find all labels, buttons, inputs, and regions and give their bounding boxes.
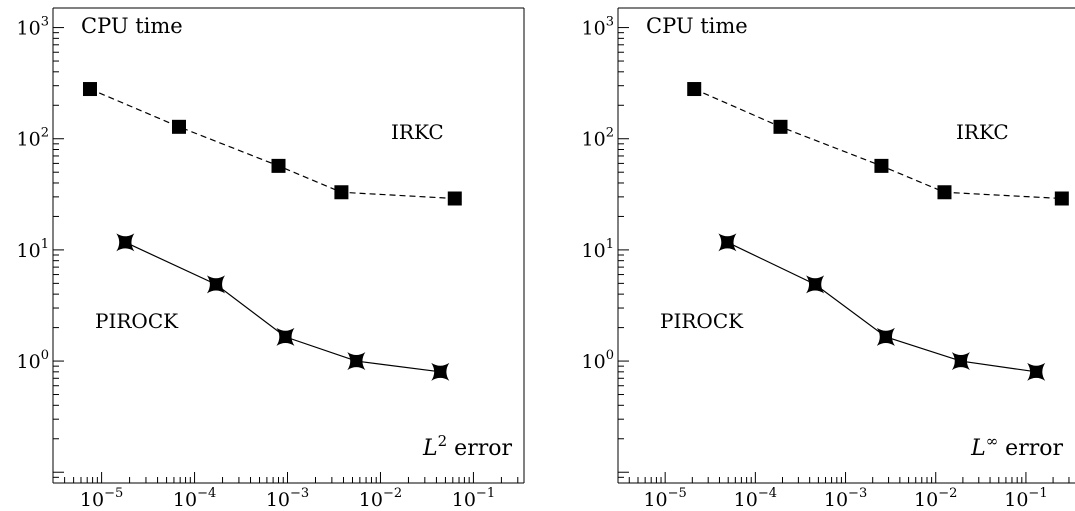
y-tick-label: 102 [582, 126, 614, 151]
star-marker [347, 352, 366, 371]
x-tick-label: 10−5 [80, 486, 123, 511]
star-marker [276, 327, 295, 346]
x-tick-label: 10−4 [173, 486, 216, 511]
plot-panel-1: 10−5 10−4 10−3 10−2 10−1 100 101 102 103 CPU time… [17, 7, 525, 511]
y-tick-label: 103 [582, 15, 614, 40]
square-marker [447, 191, 462, 206]
square-marker [773, 119, 788, 134]
y-tick-label: 102 [17, 126, 49, 151]
y-tick-label: 101 [17, 237, 49, 262]
star-marker [431, 362, 450, 381]
series-label-irkc: IRKC [956, 120, 1009, 144]
series-line-pirock [727, 241, 1037, 373]
corner-label: CPU time [81, 14, 183, 38]
y-tick-label: 100 [17, 348, 49, 373]
star-marker [806, 275, 825, 294]
star-marker [116, 233, 135, 252]
x-tick-label: 10−1 [452, 486, 495, 511]
square-marker [82, 82, 97, 97]
square-marker [334, 185, 349, 200]
y-tick-label: 103 [17, 15, 49, 40]
square-marker [271, 158, 286, 173]
star-marker [876, 327, 895, 346]
star-marker [951, 352, 970, 371]
x-tick-label: 10−3 [824, 486, 867, 511]
corner-label: CPU time [646, 14, 748, 38]
star-marker [1027, 362, 1046, 381]
plot-panel-2: 10−5 10−4 10−3 10−2 10−1 100 101 102 103 CPU time… [582, 7, 1075, 511]
x-axis-label: L∞ error [970, 432, 1063, 461]
square-marker [874, 158, 889, 173]
square-marker [937, 185, 952, 200]
x-tick-label: 10−5 [643, 486, 686, 511]
star-marker [718, 233, 737, 252]
x-tick-label: 10−2 [914, 486, 957, 511]
square-marker [1054, 191, 1069, 206]
x-tick-label: 10−3 [266, 486, 309, 511]
x-tick-label: 10−2 [359, 486, 402, 511]
square-marker [687, 82, 702, 97]
series-label-pirock: PIROCK [660, 309, 744, 333]
series-label-irkc: IRKC [391, 120, 444, 144]
square-marker [171, 119, 186, 134]
y-tick-label: 100 [582, 348, 614, 373]
x-tick-label: 10−1 [1004, 486, 1047, 511]
series-label-pirock: PIROCK [95, 309, 179, 333]
y-tick-label: 101 [582, 237, 614, 262]
x-tick-label: 10−4 [734, 486, 777, 511]
star-marker [206, 275, 225, 294]
series-line-pirock [125, 241, 441, 373]
x-axis-label: L2 error [422, 432, 512, 461]
